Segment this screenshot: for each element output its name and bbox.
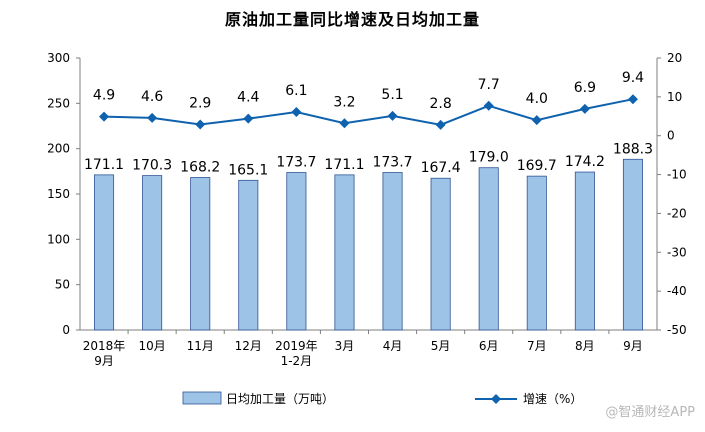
growth-point (99, 111, 110, 122)
legend-line-label: 增速（%） (523, 392, 582, 406)
bar-data-label: 170.3 (132, 158, 172, 174)
y-right-tick-label: 20 (667, 51, 682, 65)
x-tick-label: 7月 (527, 339, 547, 353)
growth-point (291, 107, 302, 118)
y-left-tick-label: 200 (47, 142, 70, 156)
y-left-tick-label: 0 (62, 323, 70, 337)
bar-data-label: 168.2 (180, 159, 220, 175)
bar-data-label: 165.1 (228, 162, 268, 178)
growth-point (579, 103, 590, 114)
y-right-tick-label: 10 (667, 90, 682, 104)
x-tick-label: 2018年 (83, 339, 126, 353)
x-tick-label: 1-2月 (281, 354, 313, 368)
y-right-tick-label: -20 (667, 206, 687, 220)
growth-point (627, 94, 638, 105)
y-left-tick-label: 50 (55, 278, 70, 292)
growth-data-label: 9.4 (622, 70, 644, 86)
growth-data-label: 5.1 (381, 87, 403, 103)
y-left-tick-label: 150 (47, 187, 70, 201)
y-right-tick-label: -10 (667, 168, 687, 182)
growth-data-label: 7.7 (478, 77, 500, 93)
y-left-tick-label: 100 (47, 232, 70, 246)
growth-point (387, 110, 398, 121)
bar (190, 177, 211, 331)
x-tick-label: 3月 (335, 339, 355, 353)
bar (334, 174, 355, 331)
x-tick-label: 10月 (138, 339, 165, 353)
growth-point (339, 118, 350, 129)
bar (238, 179, 259, 331)
chart-title: 原油加工量同比增速及日均加工量 (224, 10, 480, 29)
legend-bar-swatch (182, 391, 222, 405)
y-right-tick-label: -50 (667, 323, 687, 337)
growth-data-label: 6.9 (574, 80, 596, 96)
bar (574, 171, 595, 331)
x-tick-label: 5月 (431, 339, 451, 353)
x-tick-label: 4月 (383, 339, 403, 353)
bar-data-label: 171.1 (324, 157, 364, 173)
bar (526, 175, 547, 331)
growth-point (531, 115, 542, 126)
growth-data-label: 3.2 (333, 94, 355, 110)
bar-data-label: 174.2 (565, 154, 605, 170)
bar-data-label: 167.4 (421, 160, 461, 176)
bar-data-label: 173.7 (372, 155, 412, 171)
x-tick-label: 11月 (187, 339, 214, 353)
bar-data-label: 179.0 (469, 150, 509, 166)
legend-line-marker (491, 394, 501, 404)
growth-data-label: 4.6 (141, 89, 163, 105)
x-tick-label: 6月 (479, 339, 499, 353)
growth-point (243, 113, 254, 124)
growth-point (435, 119, 446, 130)
x-tick-label: 9月 (623, 339, 643, 353)
growth-data-label: 6.1 (285, 83, 307, 99)
x-tick-label: 9月 (94, 354, 114, 368)
x-tick-label: 2019年 (275, 339, 318, 353)
bar (94, 174, 115, 331)
growth-line (104, 98, 634, 126)
bar-data-label: 188.3 (613, 141, 653, 157)
growth-point (483, 100, 494, 111)
bar (430, 177, 451, 331)
growth-data-label: 4.0 (526, 91, 548, 107)
x-tick-label: 8月 (575, 339, 595, 353)
x-tick-label: 12月 (235, 339, 262, 353)
y-right-tick-label: -40 (667, 284, 687, 298)
bar (622, 158, 643, 331)
growth-point (195, 119, 206, 130)
bar (382, 172, 403, 331)
legend-bar-label: 日均加工量（万吨） (226, 392, 334, 406)
growth-data-label: 2.8 (429, 96, 451, 112)
y-right-tick-label: -30 (667, 245, 687, 259)
growth-data-label: 4.4 (237, 90, 259, 106)
bar (142, 175, 163, 331)
bar-data-label: 173.7 (276, 155, 316, 171)
y-left-tick-label: 300 (47, 51, 70, 65)
growth-data-label: 2.9 (189, 95, 211, 111)
growth-data-label: 4.9 (93, 88, 115, 104)
y-left-tick-label: 250 (47, 96, 70, 110)
growth-point (147, 112, 158, 123)
bar-data-label: 171.1 (84, 157, 124, 173)
watermark: @智通财经APP (605, 405, 695, 420)
bar-data-label: 169.7 (517, 158, 557, 174)
y-right-tick-label: 0 (667, 129, 675, 143)
bar (478, 167, 499, 331)
bar (286, 172, 307, 331)
